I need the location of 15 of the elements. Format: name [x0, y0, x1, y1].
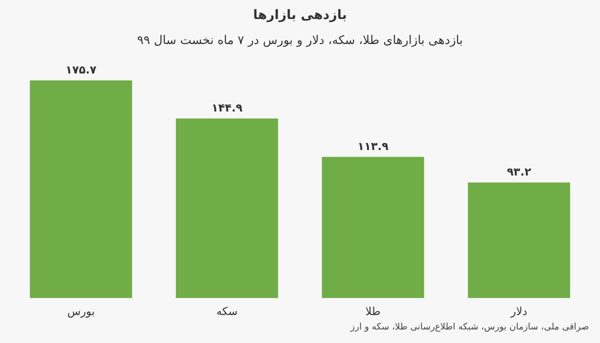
data-label: ۱۴۴.۹ [211, 101, 243, 114]
x-tick-label: بورس [67, 305, 95, 318]
bar [30, 80, 132, 298]
data-label: ۱۷۵.۷ [65, 63, 97, 76]
x-tick-label: طلا [365, 305, 381, 318]
bar [176, 118, 278, 298]
x-tick-label: دلار [510, 305, 528, 318]
text: صرافی ملی، سازمان بورس، شبکه اطلاع‌رسانی طلا، سکه و ارز [350, 322, 590, 332]
bar [468, 182, 570, 298]
data-label: ۹۳.۲ [506, 166, 532, 179]
data-label: ۱۱۳.۹ [357, 140, 389, 153]
chart-title: بازدهی بازارها [253, 8, 347, 23]
x-tick-label: سکه [216, 305, 238, 318]
chart-subtitle: بازدهی بازارهای طلا، سکه، دلار و بورس در ۷ ماه نخست سال ۹۹ [137, 33, 463, 47]
bar [322, 156, 424, 298]
